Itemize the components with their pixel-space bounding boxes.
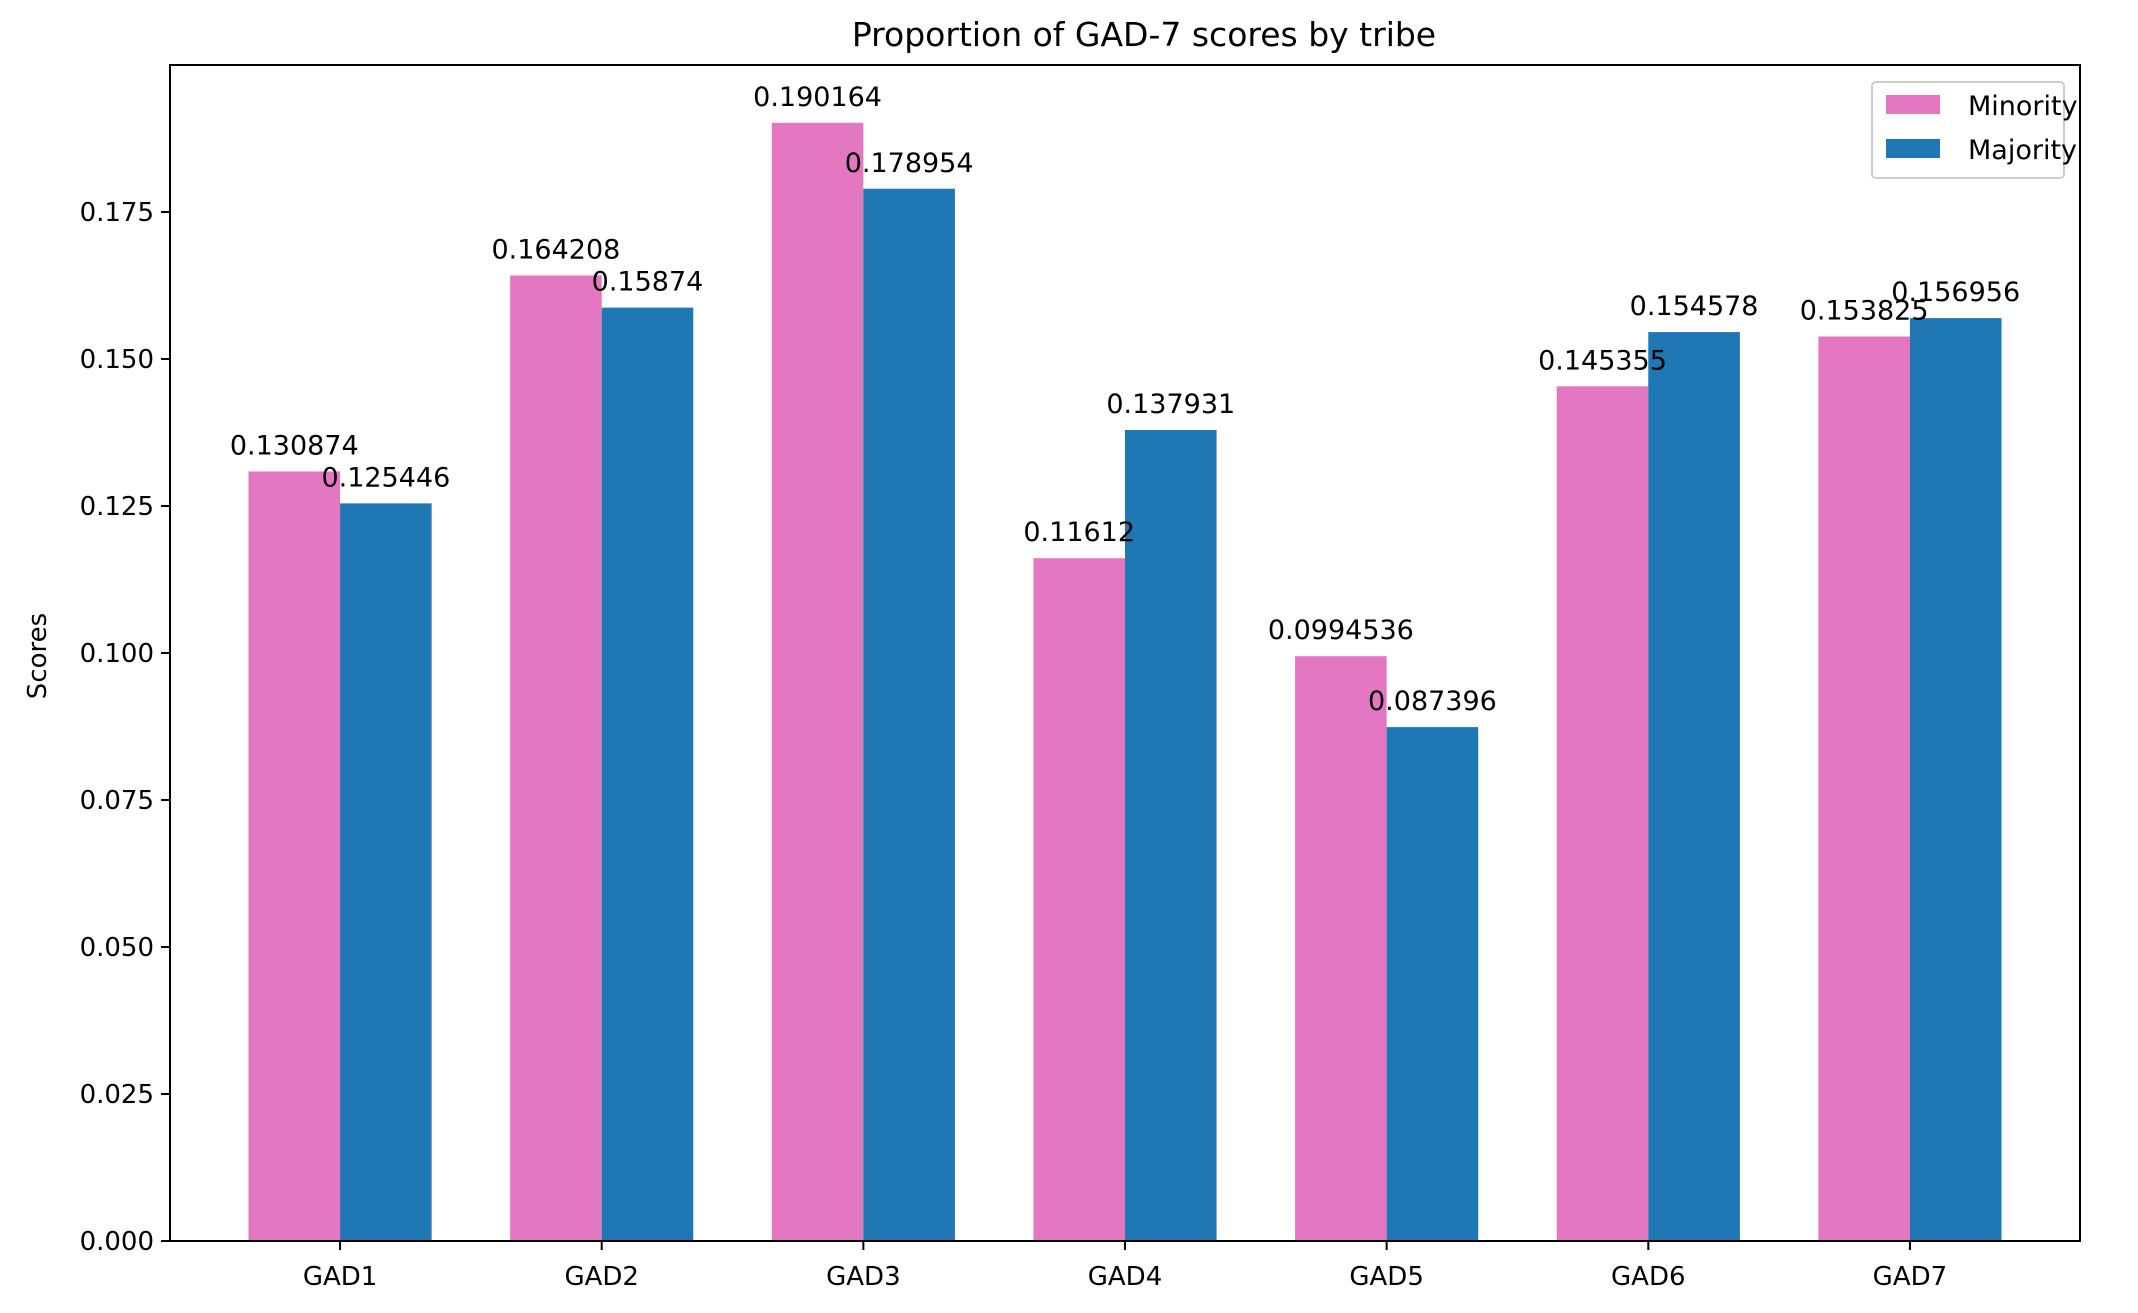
bar-value-label: 0.153825 bbox=[1800, 296, 1929, 327]
x-tick-label: GAD2 bbox=[564, 1262, 639, 1292]
bar-value-label: 0.0994536 bbox=[1268, 615, 1414, 646]
bar-value-label: 0.156956 bbox=[1891, 277, 2020, 308]
x-tick-label: GAD5 bbox=[1349, 1262, 1424, 1292]
y-tick-label: 0.000 bbox=[80, 1227, 154, 1257]
bar-minority-gad4 bbox=[1033, 558, 1125, 1241]
legend-label-majority: Majority bbox=[1968, 135, 2077, 166]
bar-majority-gad2 bbox=[601, 307, 694, 1241]
bar-minority-gad3 bbox=[771, 122, 864, 1242]
y-tick-label: 0.075 bbox=[80, 786, 154, 816]
y-tick-label: 0.175 bbox=[80, 198, 154, 228]
y-tick-label: 0.050 bbox=[80, 933, 154, 963]
bar-minority-gad7 bbox=[1818, 336, 1910, 1241]
legend: Minority Majority bbox=[1871, 81, 2078, 179]
legend-swatch-majority bbox=[1886, 139, 1940, 158]
y-axis-label: Scores bbox=[23, 613, 53, 699]
y-tick-label: 0.125 bbox=[80, 492, 154, 522]
x-tick-label: GAD7 bbox=[1873, 1262, 1948, 1292]
bar-majority-gad7 bbox=[1909, 318, 2002, 1242]
legend-swatch-minority bbox=[1886, 95, 1940, 114]
bar-value-label: 0.125446 bbox=[321, 462, 450, 493]
bar-value-label: 0.154578 bbox=[1630, 291, 1759, 322]
bar-value-label: 0.137931 bbox=[1106, 389, 1235, 420]
x-tick-label: GAD3 bbox=[826, 1262, 901, 1292]
bar-value-label: 0.15874 bbox=[592, 267, 704, 298]
y-tick-label: 0.100 bbox=[80, 639, 154, 669]
x-tick-label: GAD4 bbox=[1088, 1262, 1163, 1292]
bar-labels-layer: 0.130874 0.164208 0.190164 0.11612 0.0994536… bbox=[230, 82, 2020, 717]
x-tick-label: GAD6 bbox=[1611, 1262, 1686, 1292]
bars-layer bbox=[248, 122, 2002, 1242]
bar-value-label: 0.145355 bbox=[1538, 345, 1667, 376]
bar-value-label: 0.164208 bbox=[491, 234, 620, 265]
bar-majority-gad6 bbox=[1648, 332, 1740, 1242]
legend-label-minority: Minority bbox=[1968, 91, 2078, 122]
bar-value-label: 0.11612 bbox=[1023, 517, 1135, 548]
bar-majority-gad4 bbox=[1125, 429, 1217, 1242]
y-tick-label: 0.150 bbox=[80, 345, 154, 375]
bar-majority-gad1 bbox=[340, 503, 432, 1241]
x-tick-label: GAD1 bbox=[303, 1262, 378, 1292]
chart-title: Proportion of GAD-7 scores by tribe bbox=[852, 15, 1436, 54]
bar-majority-gad3 bbox=[863, 188, 955, 1241]
bar-minority-gad6 bbox=[1556, 386, 1649, 1241]
bar-majority-gad5 bbox=[1386, 727, 1479, 1241]
bar-minority-gad1 bbox=[248, 471, 341, 1242]
bar-value-label: 0.190164 bbox=[753, 82, 882, 113]
bar-minority-gad2 bbox=[510, 275, 602, 1242]
bar-minority-gad5 bbox=[1295, 656, 1387, 1241]
x-axis: GAD1 GAD2 GAD3 GAD4 GAD5 GAD6 GAD7 bbox=[303, 1241, 1947, 1292]
bar-value-label: 0.130874 bbox=[230, 430, 359, 461]
bar-value-label: 0.178954 bbox=[845, 148, 974, 179]
y-tick-label: 0.025 bbox=[80, 1080, 154, 1110]
y-axis: 0.000 0.025 0.050 0.075 0.100 0.125 0.150 0.175 bbox=[80, 198, 170, 1257]
bar-value-label: 0.087396 bbox=[1368, 686, 1497, 717]
